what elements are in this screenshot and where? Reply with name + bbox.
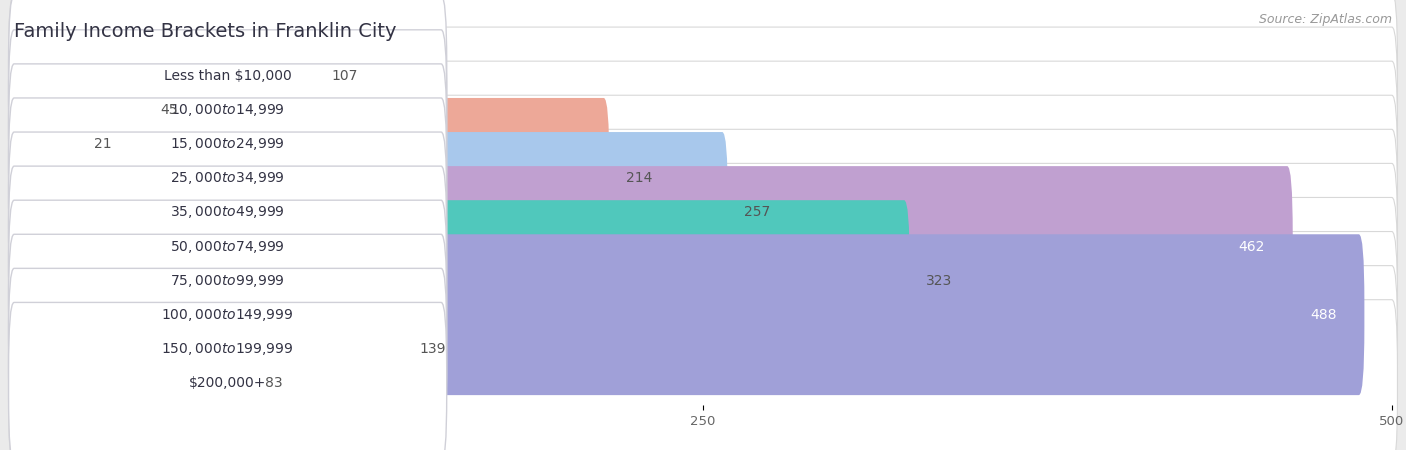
FancyBboxPatch shape — [8, 132, 447, 293]
Text: 107: 107 — [330, 69, 357, 83]
FancyBboxPatch shape — [8, 166, 1292, 327]
FancyBboxPatch shape — [8, 166, 447, 327]
FancyBboxPatch shape — [8, 30, 143, 191]
Text: $15,000 to $24,999: $15,000 to $24,999 — [170, 136, 285, 152]
FancyBboxPatch shape — [8, 0, 1398, 159]
Text: 45: 45 — [160, 103, 177, 117]
FancyBboxPatch shape — [8, 95, 1398, 261]
Text: 214: 214 — [626, 171, 652, 185]
FancyBboxPatch shape — [8, 200, 447, 361]
FancyBboxPatch shape — [8, 98, 447, 259]
Text: $100,000 to $149,999: $100,000 to $149,999 — [162, 307, 294, 323]
FancyBboxPatch shape — [8, 266, 1398, 432]
FancyBboxPatch shape — [8, 163, 1398, 330]
FancyBboxPatch shape — [8, 0, 315, 157]
FancyBboxPatch shape — [8, 268, 447, 429]
Text: Source: ZipAtlas.com: Source: ZipAtlas.com — [1258, 14, 1392, 27]
FancyBboxPatch shape — [8, 129, 1398, 296]
FancyBboxPatch shape — [8, 200, 910, 361]
FancyBboxPatch shape — [8, 198, 1398, 364]
FancyBboxPatch shape — [8, 27, 1398, 194]
Text: $50,000 to $74,999: $50,000 to $74,999 — [170, 238, 285, 255]
Text: $75,000 to $99,999: $75,000 to $99,999 — [170, 273, 285, 288]
FancyBboxPatch shape — [8, 98, 609, 259]
Text: $10,000 to $14,999: $10,000 to $14,999 — [170, 102, 285, 118]
FancyBboxPatch shape — [8, 302, 249, 450]
Text: $25,000 to $34,999: $25,000 to $34,999 — [170, 171, 285, 186]
Text: 257: 257 — [744, 206, 770, 220]
FancyBboxPatch shape — [8, 268, 402, 429]
FancyBboxPatch shape — [8, 232, 1398, 398]
FancyBboxPatch shape — [8, 0, 447, 157]
FancyBboxPatch shape — [8, 30, 447, 191]
Text: 139: 139 — [419, 342, 446, 356]
Text: $35,000 to $49,999: $35,000 to $49,999 — [170, 204, 285, 220]
Text: $150,000 to $199,999: $150,000 to $199,999 — [162, 341, 294, 357]
Text: 323: 323 — [927, 274, 952, 288]
FancyBboxPatch shape — [8, 300, 1398, 450]
Text: 488: 488 — [1310, 308, 1337, 322]
FancyBboxPatch shape — [8, 64, 447, 225]
FancyBboxPatch shape — [8, 132, 728, 293]
FancyBboxPatch shape — [8, 64, 77, 225]
Text: Less than $10,000: Less than $10,000 — [163, 69, 291, 83]
Text: $200,000+: $200,000+ — [188, 376, 266, 390]
FancyBboxPatch shape — [8, 61, 1398, 227]
FancyBboxPatch shape — [8, 234, 447, 395]
Text: 21: 21 — [94, 137, 111, 151]
FancyBboxPatch shape — [8, 302, 447, 450]
Text: 83: 83 — [264, 376, 283, 390]
Text: Family Income Brackets in Franklin City: Family Income Brackets in Franklin City — [14, 22, 396, 41]
FancyBboxPatch shape — [8, 234, 1364, 395]
Text: 462: 462 — [1239, 239, 1265, 253]
